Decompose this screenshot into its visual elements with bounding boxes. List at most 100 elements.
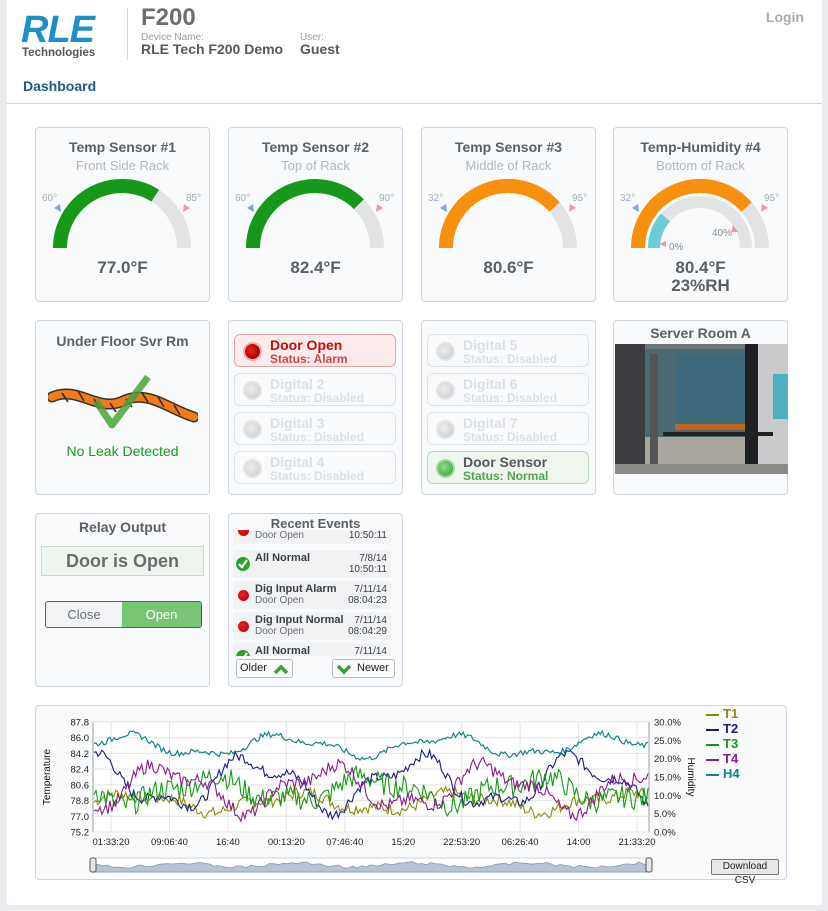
leak-rope-icon	[48, 374, 198, 429]
status-led-icon	[243, 342, 262, 361]
gauge-title: Temp-Humidity #4	[640, 139, 761, 155]
digital-input[interactable]: Digital 4 Status: Disabled	[234, 451, 396, 484]
gauge-card-2[interactable]: Temp Sensor #2 Top of Rack 60° 90° 82.4°F	[228, 127, 403, 302]
leak-card[interactable]: Under Floor Svr Rm No Leak Detected	[35, 320, 210, 495]
digital-input[interactable]: Door Open Status: Alarm	[234, 334, 396, 367]
digital-input-name: Door Open	[270, 337, 343, 353]
gauge-card-4[interactable]: Temp-Humidity #4 Bottom of Rack 0% 40% 32° 95…	[613, 127, 788, 302]
login-link[interactable]: Login	[765, 9, 804, 25]
y2-axis-label: Humidity	[685, 758, 696, 797]
gauge-dial: 32° 95°	[428, 179, 587, 249]
series-line-h4	[93, 729, 649, 761]
digital-input-name: Digital 6	[463, 376, 518, 392]
event-time: 10:50:11	[348, 530, 387, 541]
event-time: 08:04:23	[348, 595, 387, 606]
series-line-t1	[93, 785, 649, 819]
alarm-icon	[238, 590, 249, 601]
legend-swatch	[706, 713, 719, 716]
digital-input[interactable]: Digital 6 Status: Disabled	[427, 373, 589, 406]
gauge-title: Temp Sensor #1	[68, 139, 177, 155]
digital-input[interactable]: Digital 5 Status: Disabled	[427, 334, 589, 367]
y-tick-label: 75.2	[71, 828, 90, 839]
user-name: Guest	[300, 41, 340, 57]
event-row[interactable]: Dig Input Alarm Door Open 7/11/14 08:04:23	[233, 581, 391, 609]
legend-swatch	[706, 743, 719, 746]
y-tick-label: 82.4	[71, 765, 90, 776]
tab-dashboard[interactable]: Dashboard	[11, 70, 109, 103]
event-detail: Door Open	[255, 626, 304, 637]
digital-input-name: Door Sensor	[463, 454, 548, 470]
event-date: 7/11/14	[354, 615, 387, 626]
low-threshold-marker	[632, 204, 639, 212]
user-label: User:	[300, 32, 324, 43]
legend-item[interactable]: T2	[706, 721, 738, 736]
svg-text:RLE: RLE	[21, 9, 97, 51]
x-tick-label: 16:40	[216, 837, 240, 848]
status-led-icon	[436, 420, 455, 439]
gauge-title: Temp Sensor #2	[261, 139, 370, 155]
relay-title: Relay Output	[78, 519, 167, 535]
low-threshold-label: 32°	[428, 193, 443, 204]
gauge-reading: 77.0°F	[97, 258, 148, 277]
digital-input[interactable]: Digital 2 Status: Disabled	[234, 373, 396, 406]
digital-input[interactable]: Door Sensor Status: Normal	[427, 451, 589, 484]
relay-open-button[interactable]: Open	[122, 602, 201, 627]
relay-close-button[interactable]: Close	[46, 602, 122, 627]
low-threshold-label: 60°	[42, 193, 57, 204]
y2-tick-label: 20.0%	[654, 754, 681, 765]
y-tick-label: 78.8	[71, 796, 90, 807]
high-threshold-marker	[183, 204, 190, 212]
svg-text:Technologies: Technologies	[22, 47, 95, 58]
y-axis-label: Temperature	[42, 748, 53, 805]
event-name: Dig Input Normal	[255, 614, 344, 626]
humidity-value-arc	[648, 213, 671, 249]
device-name: RLE Tech F200 Demo	[141, 41, 284, 57]
check-icon	[236, 650, 250, 656]
y-tick-label: 86.0	[71, 733, 90, 744]
device-name-label: Device Name:	[141, 32, 204, 43]
series-line-t3	[93, 764, 649, 818]
event-row[interactable]: All Normal 7/11/14	[233, 643, 391, 656]
download-csv-button[interactable]: Download CSV	[711, 859, 779, 886]
events-title: Recent Events	[270, 516, 361, 531]
digital-input-name: Digital 3	[270, 415, 325, 431]
leak-status: No Leak Detected	[66, 443, 179, 459]
high-threshold-marker	[569, 204, 576, 212]
gauge-dial: 0% 40% 32° 95°	[620, 179, 779, 253]
chevron-up-icon	[273, 664, 289, 675]
gauge-subtitle: Front Side Rack	[75, 158, 170, 173]
older-button[interactable]: Older	[236, 659, 293, 678]
legend-label: T4	[723, 751, 739, 766]
gauge-subtitle: Middle of Rack	[465, 158, 552, 173]
digital-input[interactable]: Digital 7 Status: Disabled	[427, 412, 589, 445]
events-list[interactable]: Door Open 10:50:11 All Normal 7/8/14 10:50:1…	[229, 530, 402, 656]
high-threshold-marker	[761, 204, 768, 212]
navigator-series	[93, 861, 649, 873]
digital-input-status: Status: Disabled	[463, 391, 558, 405]
legend-item[interactable]: T4	[706, 751, 738, 766]
digital-input-status: Status: Normal	[463, 469, 549, 483]
gauge-card-3[interactable]: Temp Sensor #3 Middle of Rack 32° 95° 80.6°F	[421, 127, 596, 302]
x-tick-label: 15:20	[391, 837, 415, 848]
chart-legend: T1 T2 T3 T4 H4	[706, 706, 776, 786]
legend-item[interactable]: T3	[706, 736, 738, 751]
history-chart[interactable]: 87.8 86.0 84.2 82.4 80.6 78.8 77.0 75.2 30.0% 25.…	[36, 706, 788, 881]
event-time: 10:50:11	[348, 564, 387, 575]
digital-input[interactable]: Digital 3 Status: Disabled	[234, 412, 396, 445]
y2-tick-label: 0.0%	[654, 828, 676, 839]
header: RLE Technologies F200 Device Name: RLE T…	[7, 0, 822, 70]
legend-item[interactable]: T1	[706, 706, 738, 721]
gauge-card-1[interactable]: Temp Sensor #1 Front Side Rack 60° 85° 77.0°…	[35, 127, 210, 302]
newer-button[interactable]: Newer	[332, 659, 395, 678]
camera-card[interactable]: Server Room A	[613, 320, 788, 495]
low-threshold-marker	[54, 204, 61, 212]
event-row[interactable]: Dig Input Normal Door Open 7/11/14 08:04:29	[233, 612, 391, 640]
range-handle-right	[645, 857, 653, 873]
legend-item[interactable]: H4	[706, 766, 740, 781]
humidity-high-marker	[731, 225, 738, 232]
event-row[interactable]: Door Open 10:50:11	[233, 530, 391, 544]
event-row[interactable]: All Normal 7/8/14 10:50:11	[233, 550, 391, 578]
digital-input-status: Status: Disabled	[463, 430, 558, 444]
status-led-icon	[436, 342, 455, 361]
chevron-down-icon	[336, 664, 352, 675]
